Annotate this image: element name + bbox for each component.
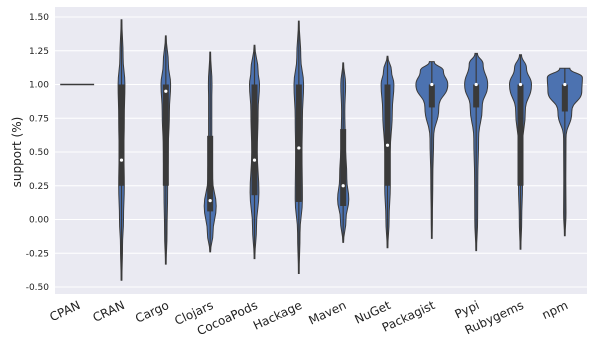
violin-hackage bbox=[293, 20, 305, 274]
violin-iqr-box bbox=[118, 84, 125, 186]
violin-pypi bbox=[464, 52, 489, 252]
y-tick-label: 1.50 bbox=[29, 13, 49, 23]
violin-iqr-box bbox=[561, 84, 568, 112]
violin-median bbox=[119, 158, 124, 162]
grid-lines bbox=[55, 16, 587, 288]
y-tick-label: 0.50 bbox=[29, 148, 49, 158]
violin-median bbox=[385, 143, 390, 147]
violin-median bbox=[474, 82, 478, 87]
violin-median bbox=[208, 199, 212, 203]
violin-nuget bbox=[380, 55, 395, 249]
y-tick-label: -0.50 bbox=[26, 283, 50, 293]
violin-iqr-box bbox=[251, 84, 258, 196]
violin-median bbox=[297, 146, 301, 150]
violin-iqr-box bbox=[207, 135, 214, 212]
violin-iqr-box bbox=[340, 129, 347, 206]
y-tick-label: -0.25 bbox=[26, 249, 49, 259]
violin-median bbox=[430, 82, 434, 87]
y-tick-label: 0.75 bbox=[29, 114, 49, 124]
violin-cargo bbox=[160, 35, 172, 265]
violin-iqr-box bbox=[384, 84, 391, 186]
x-tick-label: npm bbox=[540, 298, 570, 322]
x-tick-label: CPAN bbox=[47, 298, 82, 324]
violin-median bbox=[341, 184, 345, 188]
violin-maven bbox=[337, 62, 350, 243]
violin-iqr-box bbox=[517, 84, 524, 186]
violin-npm bbox=[546, 67, 583, 237]
x-tick-label: Maven bbox=[306, 298, 348, 328]
violin-median bbox=[563, 82, 567, 87]
x-tick-label: Hackage bbox=[251, 298, 304, 333]
violin-clojars bbox=[203, 51, 217, 253]
x-tick-label: CRAN bbox=[91, 298, 127, 325]
violin-rubygems bbox=[508, 54, 533, 250]
y-tick-label: 1.00 bbox=[29, 81, 49, 91]
violin-packagist bbox=[415, 61, 449, 239]
y-tick-label: 0.25 bbox=[29, 182, 49, 192]
y-tick-labels: -0.50 -0.25 0.00 0.25 0.50 0.75 1.00 1.25 1.50 bbox=[26, 13, 50, 293]
violins bbox=[60, 19, 583, 281]
violin-cocoapods bbox=[248, 44, 261, 260]
violin-median bbox=[164, 89, 168, 93]
violin-cran bbox=[117, 19, 126, 281]
y-axis-label: support (%) bbox=[10, 117, 24, 188]
violin-iqr-box bbox=[162, 84, 169, 186]
plot-background bbox=[55, 7, 587, 294]
violin-iqr-box bbox=[473, 84, 480, 108]
y-tick-label: 1.25 bbox=[29, 47, 49, 57]
violin-median bbox=[252, 158, 257, 162]
violin-iqr-box bbox=[428, 84, 435, 108]
violin-iqr-box bbox=[295, 84, 302, 202]
violin-median bbox=[518, 82, 523, 87]
y-tick-label: 0.00 bbox=[29, 216, 49, 226]
x-tick-label: Cargo bbox=[133, 298, 171, 326]
